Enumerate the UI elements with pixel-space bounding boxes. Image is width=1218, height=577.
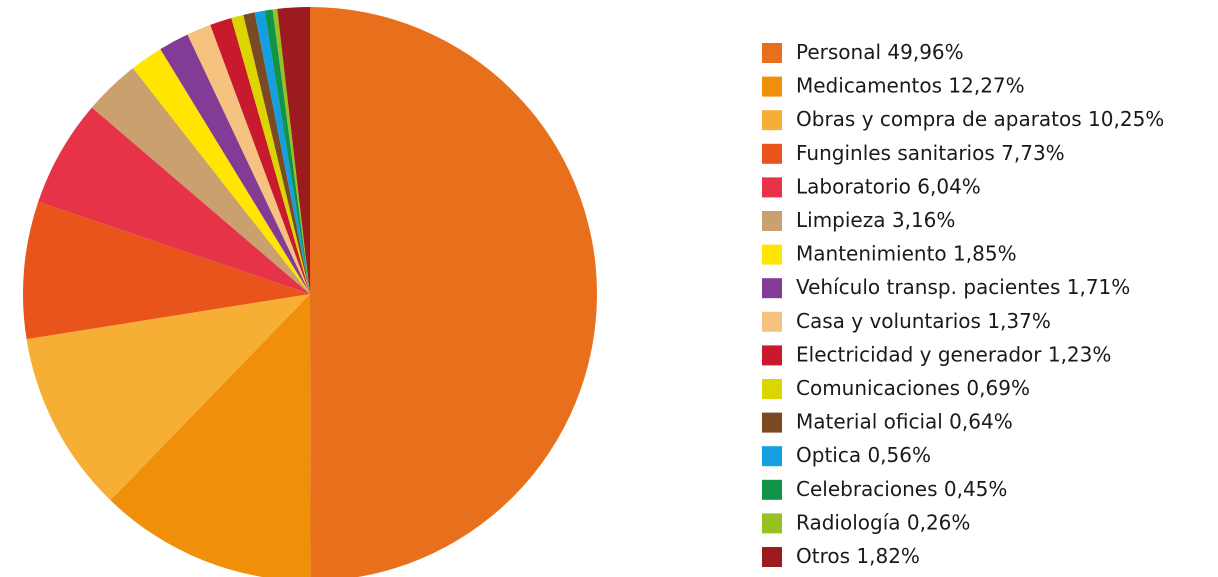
legend-swatch — [762, 278, 782, 299]
legend-swatch — [762, 547, 782, 567]
pie-slice — [132, 49, 310, 294]
legend-label: Obras y compra de aparatos 10,25% — [796, 107, 1164, 131]
legend-swatch — [762, 311, 782, 332]
legend-value: 0,64% — [949, 409, 1013, 433]
pie-slice — [277, 7, 310, 294]
legend-label: Optica 0,56% — [796, 443, 931, 467]
legend-label: Personal 49,96% — [796, 40, 964, 64]
legend-swatch — [762, 479, 782, 500]
pie-slice — [210, 17, 310, 295]
legend-category: Obras y compra de aparatos — [796, 107, 1082, 131]
legend-label: Mantenimiento 1,85% — [796, 241, 1017, 265]
legend-swatch — [762, 110, 782, 131]
legend-value: 1,37% — [987, 308, 1051, 332]
legend-label: Medicamentos 12,27% — [796, 73, 1025, 97]
legend-swatch — [762, 379, 782, 399]
legend-swatch — [762, 43, 782, 63]
legend-label: Celebraciones 0,45% — [796, 476, 1007, 500]
legend-category: Limpieza — [796, 208, 886, 232]
legend-label: Funginles sanitarios 7,73% — [796, 140, 1065, 164]
legend-value: 1,82% — [856, 544, 920, 568]
legend-category: Laboratorio — [796, 174, 911, 198]
legend-value: 10,25% — [1088, 107, 1164, 131]
legend-category: Funginles sanitarios — [796, 140, 995, 164]
legend-value: 1,23% — [1048, 342, 1112, 366]
legend-value: 3,16% — [892, 208, 956, 232]
legend-value: 0,69% — [966, 376, 1030, 400]
pie-slice — [38, 107, 310, 294]
legend-swatch — [762, 211, 782, 231]
legend-category: Celebraciones — [796, 476, 938, 500]
pie-slice — [264, 9, 310, 295]
legend-label: Vehículo transp. pacientes 1,71% — [796, 275, 1130, 299]
legend-category: Radiología — [796, 510, 901, 534]
legend-label: Otros 1,82% — [796, 544, 920, 568]
pie-slice — [272, 8, 310, 295]
legend-swatch — [762, 244, 782, 265]
legend-swatch — [762, 345, 782, 366]
legend-value: 49,96% — [887, 40, 963, 64]
legend-value: 6,04% — [917, 174, 981, 198]
legend-label: Laboratorio 6,04% — [796, 174, 981, 198]
legend-label: Material oficial 0,64% — [796, 409, 1013, 433]
legend-category: Casa y voluntarios — [796, 308, 981, 332]
legend-value: 0,45% — [944, 476, 1008, 500]
legend-swatch — [762, 177, 782, 198]
pie-slice — [23, 201, 311, 340]
legend-category: Optica — [796, 443, 861, 467]
legend-value: 7,73% — [1001, 140, 1065, 164]
legend-category: Electricidad y generador — [796, 342, 1042, 366]
legend-label: Limpieza 3,16% — [796, 208, 955, 232]
legend-category: Material oficial — [796, 409, 943, 433]
legend-category: Mantenimiento — [796, 241, 947, 265]
pie-slice — [310, 7, 597, 577]
legend-swatch — [762, 412, 782, 433]
legend-label: Radiología 0,26% — [796, 510, 970, 534]
pie-slice — [110, 294, 311, 577]
legend-value: 0,26% — [907, 510, 971, 534]
legend-value: 0,56% — [867, 443, 931, 467]
legend-label: Comunicaciones 0,69% — [796, 376, 1030, 400]
legend-category: Vehículo transp. pacientes — [796, 275, 1060, 299]
legend-category: Otros — [796, 544, 850, 568]
legend-category: Medicamentos — [796, 73, 942, 97]
pie-slice — [26, 294, 310, 501]
pie-slice — [254, 10, 310, 295]
legend-value: 12,27% — [948, 73, 1024, 97]
pie-slice — [187, 24, 310, 295]
legend-swatch — [762, 143, 782, 164]
pie-slice — [160, 34, 310, 294]
legend-category: Personal — [796, 40, 881, 64]
legend-value: 1,71% — [1067, 275, 1131, 299]
legend-swatch — [762, 76, 782, 97]
legend-value: 1,85% — [953, 241, 1017, 265]
pie-slice — [231, 14, 310, 295]
pie-slice — [91, 68, 311, 295]
legend-swatch — [762, 513, 782, 534]
legend-label: Electricidad y generador 1,23% — [796, 342, 1111, 366]
pie-slice — [243, 12, 310, 295]
legend-label: Casa y voluntarios 1,37% — [796, 308, 1051, 332]
legend-swatch — [762, 446, 782, 467]
legend-category: Comunicaciones — [796, 376, 960, 400]
